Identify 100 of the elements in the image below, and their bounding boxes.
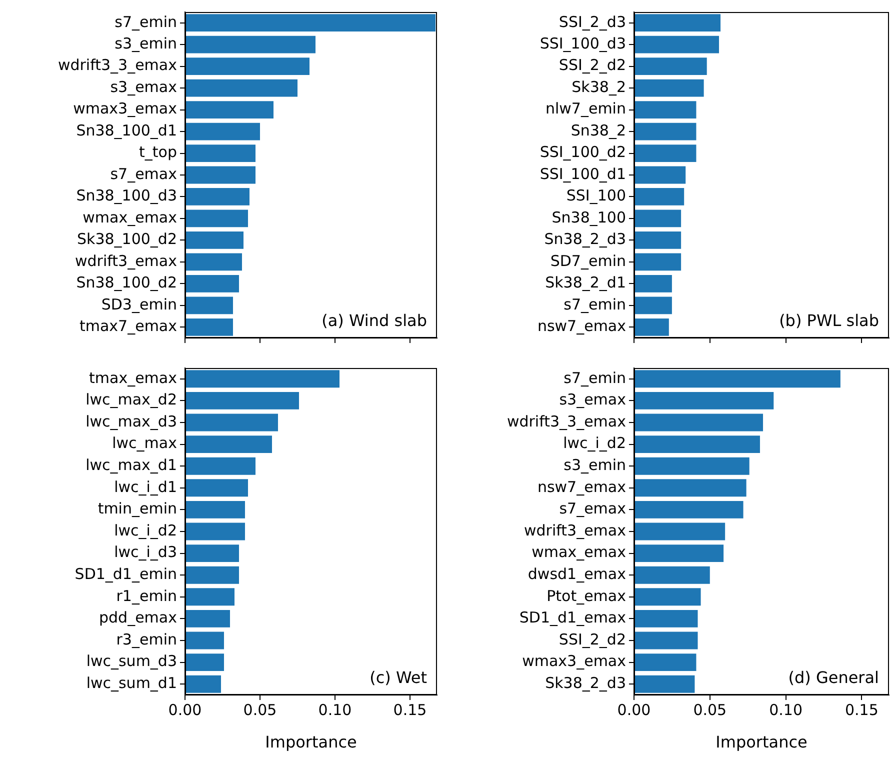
bar: [634, 79, 704, 97]
x-tick-label: 0.05: [243, 700, 277, 719]
y-tick-label: dwsd1_emax: [528, 564, 626, 583]
bar: [186, 253, 242, 271]
bar: [186, 544, 239, 562]
y-tick-label: SD1_d1_emax: [519, 608, 626, 627]
bar: [634, 588, 701, 606]
bar: [634, 318, 669, 336]
y-tick-label: Sk38_2_d3: [545, 674, 626, 692]
y-tick-label: SSI_100_d3: [540, 34, 626, 52]
y-tick-label: wmax3_emax: [73, 100, 178, 118]
bar: [634, 144, 696, 162]
y-tick-label: s7_emin: [564, 295, 626, 314]
bar: [186, 274, 239, 292]
bar: [186, 457, 256, 475]
y-tick-label: lwc_max: [112, 434, 178, 452]
y-tick-label: lwc_i_d1: [114, 478, 177, 496]
bar: [186, 166, 256, 184]
y-tick-label: nlw7_emin: [545, 100, 626, 118]
y-tick-label: s3_emax: [110, 78, 178, 96]
y-tick-label: r1_emin: [116, 586, 177, 605]
bar: [186, 101, 274, 118]
bar: [634, 101, 696, 118]
x-tick-label: 0.10: [769, 700, 802, 719]
bar: [186, 188, 250, 206]
y-tick-label: SD7_emin: [550, 252, 626, 270]
y-tick-label: tmax7_emax: [79, 317, 178, 336]
y-tick-label: SSI_100: [566, 186, 626, 205]
bar: [186, 79, 298, 97]
annotation: (c) Wet: [370, 668, 427, 688]
y-tick-label: SD1_d1_emin: [74, 564, 177, 583]
bar: [634, 122, 696, 140]
annotation: (b) PWL slab: [779, 311, 879, 330]
bar: [186, 436, 272, 454]
bar: [634, 370, 840, 388]
bar: [186, 632, 224, 650]
y-tick-label: r3_emin: [116, 630, 177, 648]
x-tick-label: 0.05: [693, 700, 727, 719]
bar: [634, 436, 760, 454]
x-tick-label: 0.15: [393, 700, 427, 719]
y-tick-label: SD3_emin: [101, 295, 177, 314]
bar: [634, 166, 686, 184]
x-tick-label: 0.00: [168, 700, 202, 719]
bar: [186, 296, 233, 314]
y-tick-label: Ptot_emax: [546, 586, 626, 605]
bar: [634, 188, 684, 206]
y-tick-label: s3_emin: [564, 456, 626, 474]
y-tick-label: Sk38_2_d1: [545, 274, 626, 292]
y-tick-label: lwc_max_d2: [86, 390, 177, 409]
bar: [634, 296, 672, 314]
y-tick-label: Sn38_100_d3: [76, 186, 177, 205]
x-tick-label: 0.00: [617, 700, 651, 719]
y-tick-label: wdrift3_3_emax: [58, 56, 178, 74]
bar: [186, 392, 299, 410]
y-tick-label: s3_emax: [559, 390, 626, 409]
y-tick-label: wmax3_emax: [522, 652, 626, 670]
y-tick-label: wdrift3_3_emax: [506, 412, 626, 430]
y-tick-label: s7_emin: [564, 368, 626, 387]
y-tick-label: nsw7_emax: [537, 317, 626, 336]
y-tick-label: s7_emax: [110, 164, 178, 183]
bar: [634, 36, 719, 54]
bar: [186, 479, 248, 497]
bar: [634, 457, 750, 475]
y-tick-label: wdrift3_emax: [524, 521, 626, 540]
y-tick-label: Sn38_2: [570, 121, 626, 140]
y-tick-label: lwc_max_d3: [86, 412, 177, 430]
y-tick-label: SSI_100_d2: [540, 143, 626, 162]
x-axis-title: Importance: [265, 732, 357, 752]
bar: [186, 566, 239, 584]
y-tick-label: SSI_100_d1: [540, 164, 626, 183]
bar: [634, 654, 696, 672]
y-tick-label: Sn38_2_d3: [544, 230, 626, 248]
y-tick-label: tmax_emax: [89, 368, 178, 387]
bar: [186, 588, 234, 606]
bar: [186, 318, 233, 336]
bar: [186, 122, 260, 140]
bar: [634, 675, 695, 693]
y-tick-label: t_top: [139, 143, 177, 162]
y-tick-label: lwc_i_d3: [114, 543, 177, 562]
y-tick-label: Sk38_100_d2: [77, 230, 177, 248]
y-tick-label: lwc_sum_d1: [86, 674, 177, 692]
bar: [186, 14, 436, 32]
y-tick-label: tmin_emin: [98, 500, 177, 518]
bar: [186, 58, 310, 76]
y-tick-label: wmax_emax: [532, 543, 626, 562]
y-tick-label: wdrift3_emax: [75, 252, 178, 270]
bar: [186, 210, 248, 228]
y-tick-label: s7_emin: [114, 12, 177, 31]
x-tick-label: 0.15: [844, 700, 878, 719]
bar: [186, 654, 224, 672]
y-tick-label: Sn38_100: [552, 208, 626, 226]
annotation: (a) Wind slab: [322, 311, 427, 330]
bar: [634, 479, 746, 497]
bar: [186, 500, 245, 518]
bar: [634, 566, 710, 584]
bar: [634, 610, 698, 628]
y-tick-label: lwc_i_d2: [563, 434, 626, 452]
y-tick-label: lwc_max_d1: [86, 456, 177, 474]
bar: [186, 522, 245, 540]
y-tick-label: Sk38_2: [572, 78, 626, 96]
